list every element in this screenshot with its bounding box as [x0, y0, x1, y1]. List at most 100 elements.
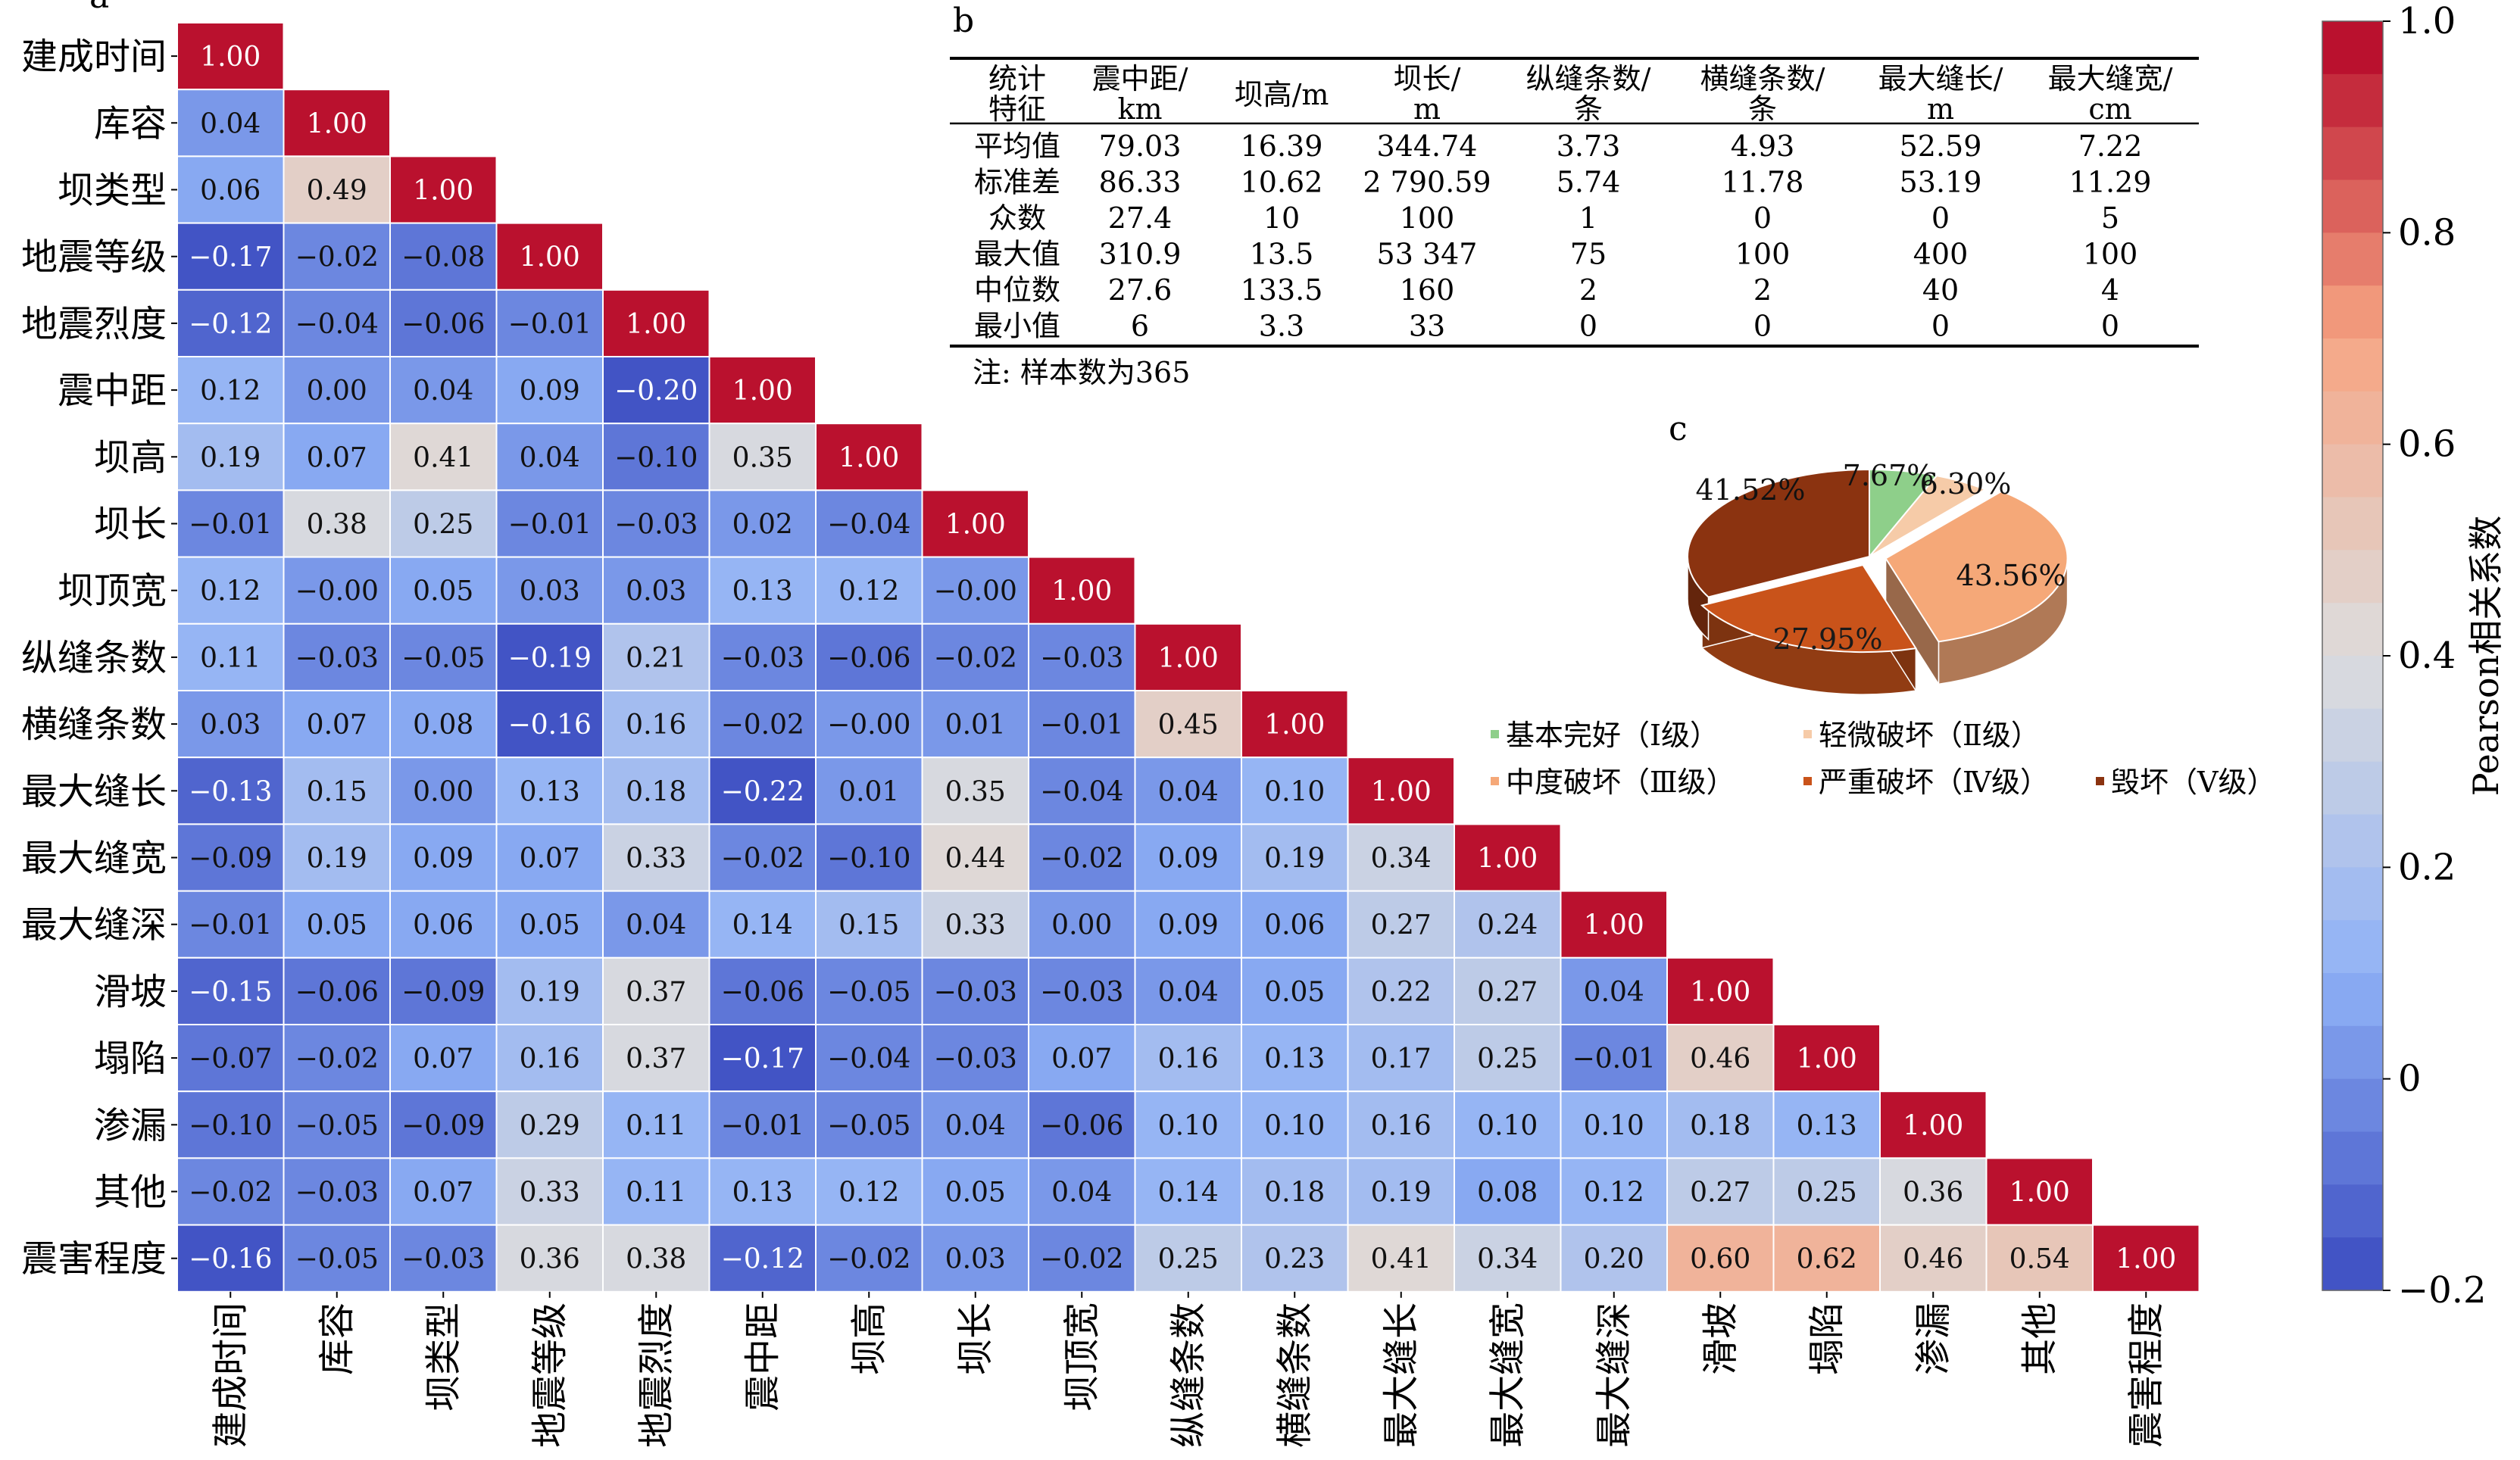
col-label: 坝高 — [848, 1302, 890, 1375]
row-label: 横缝条数 — [21, 703, 167, 746]
heatmap-cell-value: 0.05 — [1264, 977, 1325, 1008]
heatmap-cell — [389, 1224, 498, 1293]
heatmap-cell — [1241, 1157, 1349, 1226]
heatmap-cell — [602, 423, 710, 491]
table-note: 注: 样本数为365 — [973, 356, 1190, 389]
table-cell: 27.6 — [1108, 273, 1173, 307]
heatmap-cell — [283, 489, 391, 558]
table-cell: 4.93 — [1731, 129, 1795, 163]
heatmap-cell-value: 0.00 — [307, 376, 367, 407]
heatmap-cell-value: 0.41 — [413, 442, 473, 473]
heatmap-cell-value: 0.62 — [1797, 1244, 1857, 1275]
heatmap-cell — [1241, 1024, 1349, 1093]
heatmap-cell-value: 0.13 — [520, 776, 580, 807]
legend-label: 轻微破坏（Ⅱ级） — [1819, 719, 2040, 752]
heatmap-cell-value: −0.05 — [827, 1110, 910, 1141]
heatmap-cell-value: 0.03 — [520, 576, 580, 607]
heatmap-cell-value: −0.01 — [189, 910, 272, 941]
heatmap-cell-value: 0.04 — [413, 376, 473, 407]
heatmap-cell-value: −0.03 — [721, 643, 804, 674]
heatmap-cell-value: 1.00 — [2116, 1244, 2176, 1275]
heatmap-cell — [389, 222, 498, 291]
heatmap-cell-value: 0.38 — [307, 510, 367, 541]
heatmap-cell — [921, 556, 1029, 625]
table-cell: 52.59 — [1900, 129, 1982, 163]
colorbar-segment — [2322, 497, 2383, 551]
col-label: 地震烈度 — [635, 1302, 677, 1448]
heatmap-cell-value: 0.19 — [307, 844, 367, 875]
heatmap-cell-value: −0.00 — [295, 576, 379, 607]
heatmap-cell-value: 0.11 — [626, 1178, 686, 1209]
heatmap-cell-value: 0.04 — [520, 442, 580, 473]
table-cell: 4 — [2101, 273, 2119, 307]
table-row-label: 众数 — [988, 201, 1046, 235]
heatmap-cell-value: 1.00 — [1903, 1110, 1963, 1141]
heatmap-cell-value: −0.16 — [189, 1244, 272, 1275]
heatmap-cell — [283, 823, 391, 892]
heatmap-cell-value: −0.20 — [614, 376, 698, 407]
heatmap-cell — [815, 1090, 923, 1159]
heatmap-cell — [1347, 757, 1455, 825]
heatmap-cell-value: 0.25 — [1797, 1178, 1857, 1209]
colorbar-segment — [2322, 656, 2383, 710]
heatmap-cell-value: 0.20 — [1584, 1244, 1644, 1275]
heatmap-cell — [1666, 1157, 1775, 1226]
heatmap-cell-value: 0.12 — [838, 1178, 899, 1209]
heatmap-cell-value: 0.10 — [1158, 1110, 1219, 1141]
heatmap-cell-value: 0.60 — [1690, 1244, 1750, 1275]
table-row-label: 最小值 — [974, 310, 1060, 343]
heatmap-cell-value: 0.08 — [1477, 1178, 1538, 1209]
colorbar-segment — [2322, 444, 2383, 498]
heatmap-cell-value: 1.00 — [1158, 643, 1219, 674]
heatmap-cell-value: 0.07 — [413, 1044, 473, 1075]
col-label: 坝顶宽 — [1060, 1302, 1103, 1412]
table-cell: 1 — [1579, 201, 1597, 235]
colorbar-segment — [2322, 814, 2383, 868]
heatmap-cell — [1028, 757, 1136, 825]
pie-slice — [1869, 475, 1988, 557]
heatmap-cell-value: −0.09 — [401, 1110, 485, 1141]
heatmap-cell — [1028, 1157, 1136, 1226]
heatmap-cell-value: 1.00 — [200, 42, 261, 73]
pie-slice — [1700, 563, 1918, 654]
heatmap-cell-value: 0.35 — [945, 776, 1006, 807]
row-label: 坝高 — [94, 436, 167, 479]
col-label: 最大缝长 — [1380, 1302, 1422, 1448]
heatmap-cell — [1134, 890, 1242, 959]
heatmap-cell-value: 1.00 — [1584, 910, 1644, 941]
colorbar-segment — [2322, 603, 2383, 657]
pie-slice-label: 7.67% — [1843, 459, 1934, 492]
heatmap-cell-value: 0.14 — [1158, 1178, 1219, 1209]
heatmap-cell-value: −0.17 — [189, 242, 272, 273]
heatmap-cell-value: −0.03 — [614, 510, 698, 541]
heatmap-cell — [283, 222, 391, 291]
heatmap-cell-value: −0.01 — [721, 1110, 804, 1141]
heatmap-cell-value: 0.04 — [626, 910, 686, 941]
table-cell: 10 — [1263, 201, 1300, 235]
table-cell: 79.03 — [1099, 129, 1182, 163]
heatmap-cell-value: 0.15 — [307, 776, 367, 807]
heatmap-cell-value: −0.03 — [295, 1178, 379, 1209]
heatmap-cell — [1028, 1024, 1136, 1093]
heatmap-cell-value: −0.05 — [401, 643, 485, 674]
heatmap-cell — [708, 823, 817, 892]
heatmap-cell — [176, 89, 285, 158]
heatmap-cell-value: −0.06 — [721, 977, 804, 1008]
heatmap-cell-value: 0.07 — [307, 442, 367, 473]
heatmap-cell — [389, 289, 498, 357]
heatmap-cell — [921, 1224, 1029, 1293]
table-cell: 0 — [1753, 310, 1772, 343]
heatmap-cell — [708, 1024, 817, 1093]
heatmap-cell — [1560, 1024, 1668, 1093]
row-label: 坝类型 — [58, 170, 167, 212]
colorbar-segment — [2322, 867, 2383, 921]
table-header: 纵缝条数/ — [1526, 62, 1651, 95]
row-label: 震中距 — [58, 370, 167, 412]
heatmap-cell-value: −0.03 — [934, 977, 1017, 1008]
correlation-heatmap: 1.00 建成时间 0.04 1.00 库容 0.06 0.49 1.00 坝类型 −0.17 −0… — [21, 22, 2200, 1448]
col-label: 地震等级 — [529, 1302, 571, 1448]
colorbar-segment — [2322, 1131, 2383, 1185]
row-label: 最大缝宽 — [21, 838, 167, 880]
heatmap-cell-value: −0.16 — [508, 710, 592, 741]
heatmap-cell — [1879, 1224, 1988, 1293]
